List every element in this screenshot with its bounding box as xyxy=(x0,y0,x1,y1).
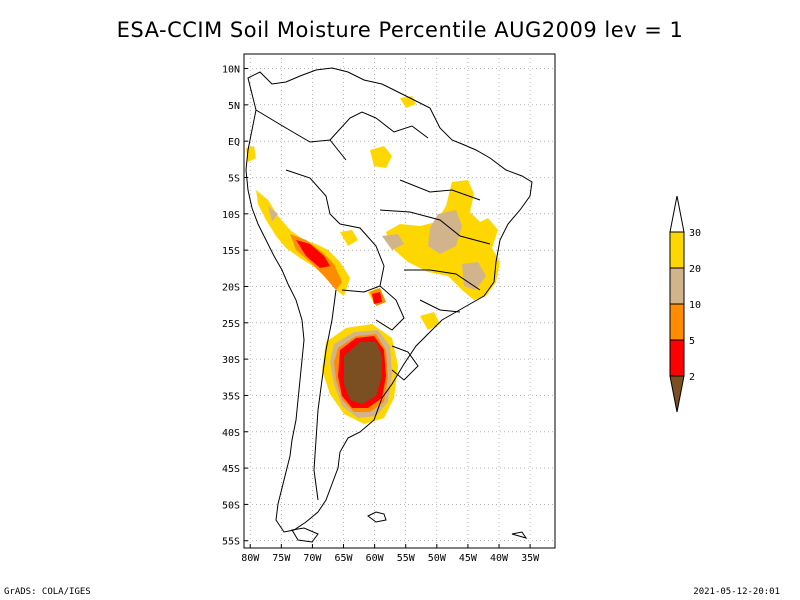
border-argentina-chile xyxy=(313,289,337,501)
lat-tick-label: EQ xyxy=(228,137,240,148)
axis-ticks: 80W 75W 70W 65W 60W 55W 50W 45W 40W 35W 10N 5N EQ 5S 1… xyxy=(222,65,540,564)
lat-tick-label: 10S xyxy=(222,210,240,221)
legend-swatch xyxy=(669,303,685,341)
tierra-del-fuego xyxy=(291,527,319,543)
shade-p5-chaco xyxy=(372,292,382,304)
border-brazil-states-3 xyxy=(404,269,481,291)
border-venezuela xyxy=(329,111,377,141)
lon-tick-label: 70W xyxy=(303,553,322,564)
border-brazil-states-4 xyxy=(419,299,461,313)
footer-timestamp: 2021-05-12-20:01 xyxy=(693,587,780,597)
lon-tick-label: 75W xyxy=(272,553,291,564)
legend-swatch xyxy=(669,339,685,377)
border-colombia xyxy=(255,109,347,161)
shade-p2-pampas xyxy=(344,342,382,404)
lat-tick-label: 55S xyxy=(222,537,240,548)
color-legend: 30 20 10 5 2 xyxy=(669,195,701,413)
border-uruguay xyxy=(391,345,419,381)
lon-tick-label: 80W xyxy=(241,553,260,564)
lon-tick-label: 35W xyxy=(521,553,540,564)
footer-credit: GrADS: COLA/IGES xyxy=(4,587,91,597)
lon-tick-label: 40W xyxy=(490,553,509,564)
legend-label: 30 xyxy=(689,228,701,239)
lat-tick-label: 40S xyxy=(222,428,240,439)
island-east xyxy=(511,531,528,539)
lat-tick-label: 35S xyxy=(222,391,240,402)
shade-p30-amazon xyxy=(370,146,392,168)
lat-tick-label: 20S xyxy=(222,282,240,293)
map-title: ESA-CCIM Soil Moisture Percentile AUG200… xyxy=(116,18,684,42)
lat-tick-label: 30S xyxy=(222,355,240,366)
legend-bottom-arrow xyxy=(669,375,685,413)
lon-tick-label: 55W xyxy=(397,553,416,564)
lon-tick-label: 45W xyxy=(459,553,478,564)
shade-p20-brazil-c xyxy=(382,234,404,250)
lat-tick-label: 5N xyxy=(228,101,240,112)
coastlines xyxy=(245,67,533,543)
border-brazil-states-2 xyxy=(379,209,491,245)
falkland-islands xyxy=(367,511,387,523)
lat-tick-label: 45S xyxy=(222,464,240,475)
border-guianas xyxy=(375,117,429,139)
lon-tick-label: 60W xyxy=(366,553,385,564)
legend-swatch xyxy=(669,231,685,269)
percentile-shading xyxy=(246,96,500,424)
legend-label: 2 xyxy=(689,372,695,383)
lat-tick-label: 25S xyxy=(222,319,240,330)
shade-p30-amazon2 xyxy=(340,230,358,246)
legend-swatch xyxy=(669,267,685,305)
legend-top-arrow xyxy=(669,195,685,233)
legend-label: 5 xyxy=(689,336,695,347)
lat-tick-label: 5S xyxy=(228,174,240,185)
shade-p5-andes xyxy=(296,240,330,268)
border-paraguay xyxy=(375,285,405,331)
shade-p20-brazil-ne xyxy=(428,210,462,254)
lon-tick-label: 65W xyxy=(334,553,353,564)
lat-tick-label: 50S xyxy=(222,500,240,511)
map-frame xyxy=(243,53,556,549)
south-america-outline xyxy=(245,67,533,533)
legend-label: 20 xyxy=(689,264,701,275)
border-brazil-states-1 xyxy=(399,179,481,201)
legend-label: 10 xyxy=(689,300,701,311)
shade-p20-peru xyxy=(268,206,278,222)
lat-tick-label: 10N xyxy=(222,65,240,76)
border-bolivia xyxy=(339,223,385,293)
shade-p20-brazil-s xyxy=(462,262,486,290)
shade-p30-southbr xyxy=(420,312,440,330)
lon-tick-label: 50W xyxy=(428,553,447,564)
border-peru-brazil xyxy=(285,169,341,225)
lat-tick-label: 15S xyxy=(222,246,240,257)
